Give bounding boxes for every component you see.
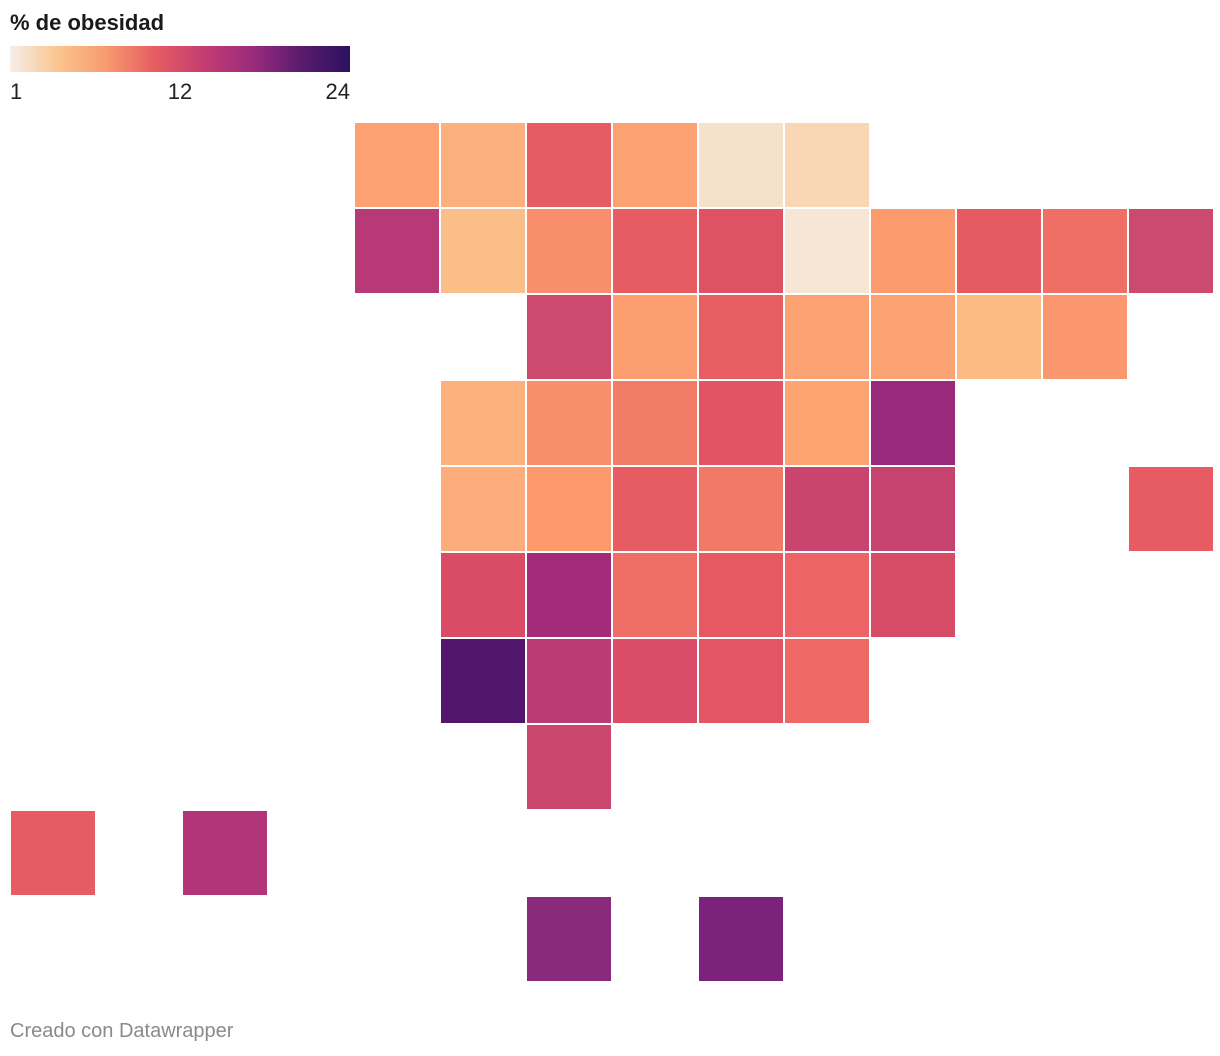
map-tile[interactable] <box>784 122 870 208</box>
legend-tick-min: 1 <box>10 79 23 104</box>
map-tile[interactable] <box>182 810 268 896</box>
legend-title: % de obesidad <box>10 10 165 35</box>
map-tile[interactable] <box>870 294 956 380</box>
map-tile[interactable] <box>698 896 784 982</box>
map-tile[interactable] <box>870 380 956 466</box>
map-tile[interactable] <box>526 724 612 810</box>
map-tile[interactable] <box>354 122 440 208</box>
map-tile[interactable] <box>956 208 1042 294</box>
map-tile[interactable] <box>526 380 612 466</box>
map-tile[interactable] <box>698 294 784 380</box>
map-tile[interactable] <box>354 208 440 294</box>
map-tile[interactable] <box>784 380 870 466</box>
map-tile[interactable] <box>784 208 870 294</box>
map-tile[interactable] <box>698 122 784 208</box>
credit-text[interactable]: Creado con Datawrapper <box>10 1020 234 1042</box>
map-tile[interactable] <box>440 466 526 552</box>
map-tile[interactable] <box>440 380 526 466</box>
map-tile[interactable] <box>526 294 612 380</box>
map-tile[interactable] <box>526 122 612 208</box>
map-tile[interactable] <box>698 552 784 638</box>
map-tile[interactable] <box>10 810 96 896</box>
map-tile[interactable] <box>698 466 784 552</box>
map-tile[interactable] <box>870 466 956 552</box>
map-tile[interactable] <box>870 208 956 294</box>
map-tile[interactable] <box>698 380 784 466</box>
legend-ticks: 1 12 24 <box>10 77 350 105</box>
map-tile[interactable] <box>612 122 698 208</box>
map-tile[interactable] <box>612 208 698 294</box>
map-tile[interactable] <box>784 638 870 724</box>
tile-map-grid <box>10 122 1214 982</box>
map-tile[interactable] <box>956 294 1042 380</box>
map-tile[interactable] <box>526 466 612 552</box>
map-tile[interactable] <box>526 638 612 724</box>
map-tile[interactable] <box>698 638 784 724</box>
map-tile[interactable] <box>526 208 612 294</box>
map-tile[interactable] <box>526 896 612 982</box>
map-tile[interactable] <box>612 466 698 552</box>
map-tile[interactable] <box>612 380 698 466</box>
map-tile[interactable] <box>784 466 870 552</box>
legend: % de obesidad 1 12 24 <box>10 8 350 105</box>
map-tile[interactable] <box>612 638 698 724</box>
map-tile[interactable] <box>1128 466 1214 552</box>
map-tile[interactable] <box>784 552 870 638</box>
legend-tick-mid: 12 <box>167 79 193 104</box>
map-tile[interactable] <box>1128 208 1214 294</box>
legend-color-bar <box>10 46 350 72</box>
map-tile[interactable] <box>698 208 784 294</box>
map-tile[interactable] <box>440 638 526 724</box>
map-tile[interactable] <box>870 552 956 638</box>
map-tile[interactable] <box>784 294 870 380</box>
map-tile[interactable] <box>1042 294 1128 380</box>
map-tile[interactable] <box>440 208 526 294</box>
map-tile[interactable] <box>526 552 612 638</box>
legend-tick-max: 24 <box>325 79 350 104</box>
map-tile[interactable] <box>1042 208 1128 294</box>
map-tile[interactable] <box>440 122 526 208</box>
map-tile[interactable] <box>440 552 526 638</box>
map-tile[interactable] <box>612 552 698 638</box>
map-tile[interactable] <box>612 294 698 380</box>
